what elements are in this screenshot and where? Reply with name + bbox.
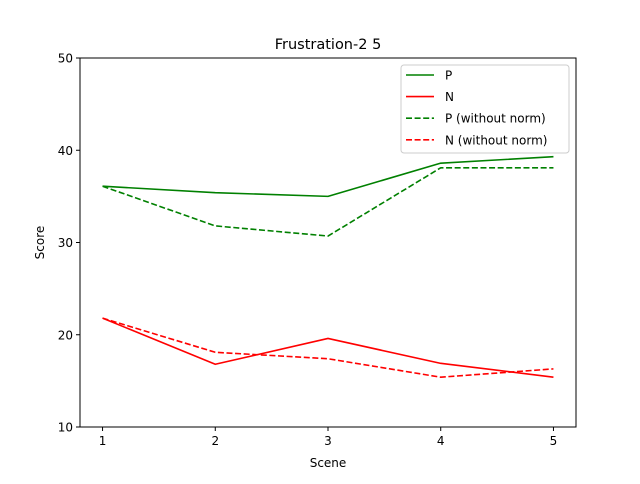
y-tick-label: 40 [58, 144, 73, 158]
y-tick-label: 30 [58, 236, 73, 250]
x-tick-label: 3 [324, 434, 332, 448]
legend-label: N [445, 90, 454, 104]
plot-area-frame [79, 57, 577, 428]
series-line-p-without-norm [102, 166, 554, 237]
x-tick-label: 1 [99, 434, 107, 448]
x-axis-ticks: 1 2 3 4 5 [99, 427, 558, 448]
series-line-p [102, 155, 554, 198]
series-line-n-without-norm [102, 317, 554, 378]
x-tick-label: 2 [211, 434, 219, 448]
legend-label: N (without norm) [445, 133, 547, 147]
x-axis-label: Scene [310, 456, 347, 470]
legend-label: P [445, 69, 452, 83]
chart-title: Frustration-2 5 [275, 37, 382, 53]
series-line-n [102, 317, 554, 378]
y-tick-label: 20 [58, 328, 73, 342]
y-tick-label: 10 [58, 421, 73, 435]
legend-box [400, 64, 570, 154]
legend-label: P (without norm) [445, 112, 546, 126]
series-layer [102, 155, 554, 378]
y-axis-label: Score [33, 226, 47, 260]
y-tick-label: 50 [58, 52, 73, 66]
y-axis-ticks: 10 20 30 40 50 [58, 52, 80, 435]
x-tick-label: 5 [550, 434, 558, 448]
x-tick-label: 4 [437, 434, 445, 448]
legend: PN P (without norm) N (without norm) [400, 64, 570, 154]
